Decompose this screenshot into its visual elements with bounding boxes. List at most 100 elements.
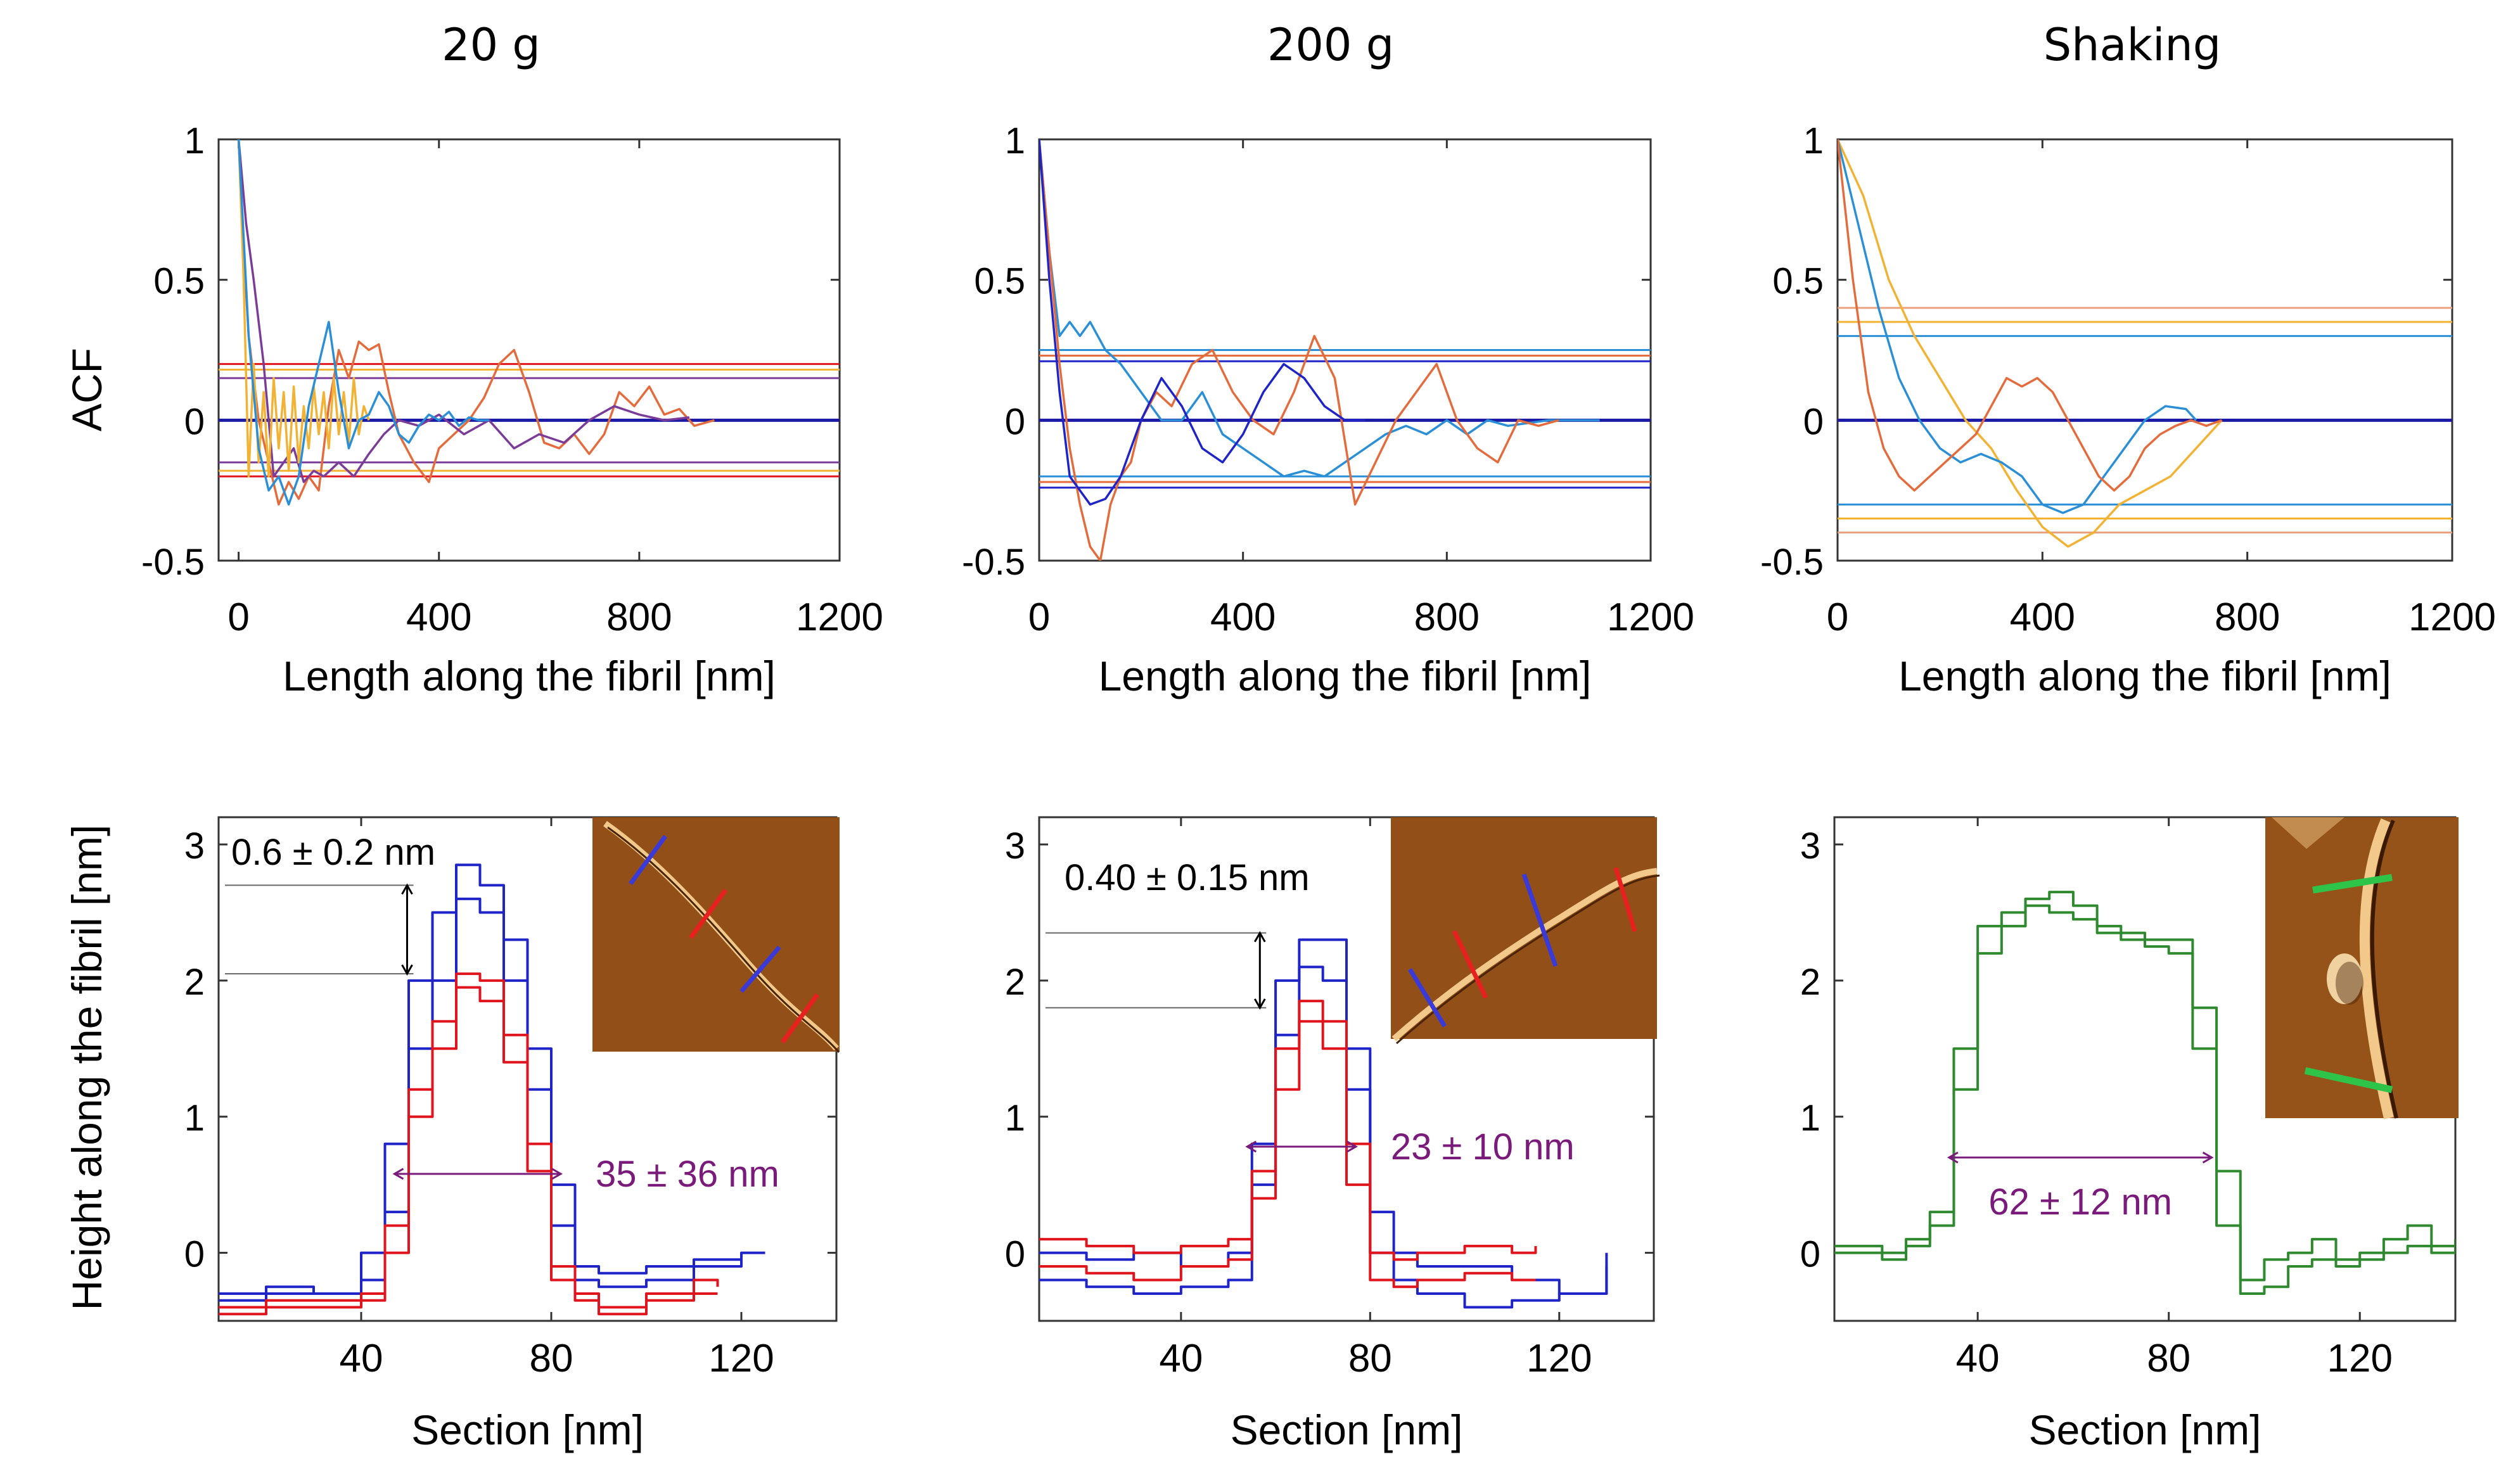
y-tick-label: 3	[184, 825, 205, 867]
y-tick-label: 2	[1800, 962, 1820, 1003]
series-green-2	[1834, 904, 2455, 1296]
annotation-label: 62 ± 12 nm	[1988, 1181, 2172, 1223]
annotation-arrowhead	[401, 964, 413, 976]
height-ylabel: Height along the fibril [nm]	[63, 825, 110, 1311]
y-tick-label: 0	[184, 401, 205, 442]
x-tick-label: 800	[1414, 595, 1480, 639]
plot-frame	[1836, 138, 2453, 562]
x-tick-label: 400	[406, 595, 471, 639]
y-tick-label: 1	[1005, 1098, 1025, 1139]
acf-ylabel: ACF	[63, 348, 110, 431]
series-lightblue	[1039, 139, 1600, 478]
y-tick-label: 0.5	[974, 261, 1025, 302]
annotation-arrowhead	[1346, 1140, 1358, 1153]
y-tick-label: 2	[184, 962, 205, 1003]
column-title-shaking: Shaking	[2044, 19, 2221, 71]
plot-frame	[217, 138, 841, 562]
x-axis-label: Length along the fibril [nm]	[1099, 653, 1592, 699]
y-tick-label: 0	[184, 1234, 205, 1275]
plot-frame	[217, 816, 838, 1322]
series-yellow	[1838, 139, 2223, 548]
series-red-2	[1039, 1020, 1536, 1289]
panel-height-shaking: 0 1 2 3 40 80 120 Section [nm] 62 ± 12 nm	[1800, 816, 2457, 1453]
annotation-label: 35 ± 36 nm	[596, 1154, 779, 1195]
x-tick-label: 800	[606, 595, 672, 639]
x-tick-label: 80	[1348, 1337, 1392, 1380]
x-tick-label: 0	[1028, 595, 1050, 639]
y-tick-label: 0.5	[153, 261, 205, 302]
column-title-200g: 200 g	[1267, 19, 1394, 71]
panel-height-200g: 0 1 2 3 40 80 120 Section [nm] 0.40 ± 0.15 nm 23 …	[1005, 816, 1655, 1453]
y-tick-label: 2	[1005, 962, 1025, 1003]
x-tick-label: 120	[1526, 1337, 1592, 1380]
plot-area	[1039, 139, 1651, 561]
series-green-1	[1834, 891, 2455, 1282]
series-red-1	[219, 972, 719, 1309]
plot-area	[219, 863, 765, 1316]
plot-area	[1838, 139, 2452, 548]
annotation-arrowhead	[392, 1168, 404, 1180]
annotation-label: 0.40 ± 0.15 nm	[1065, 857, 1310, 898]
x-axis-label: Length along the fibril [nm]	[283, 653, 776, 699]
series-purple	[237, 139, 690, 483]
x-tick-label: 1200	[1607, 595, 1694, 639]
afm-inset-200g	[1391, 817, 1660, 1045]
series-blue-2	[219, 897, 743, 1302]
annotation-arrowhead	[1947, 1151, 1959, 1164]
y-tick-label: 1	[1005, 120, 1025, 162]
series-salmon	[1838, 139, 2222, 492]
series-red-1	[1039, 1000, 1537, 1261]
x-tick-label: 120	[2327, 1337, 2393, 1380]
x-tick-label: 80	[2147, 1337, 2191, 1380]
x-axis-label: Section [nm]	[2029, 1406, 2261, 1453]
series-blue	[1039, 139, 1366, 506]
x-tick-label: 40	[1159, 1337, 1203, 1380]
y-tick-label: 3	[1800, 825, 1820, 867]
series-orange	[1039, 139, 1559, 561]
annotation-arrowhead	[551, 1168, 563, 1180]
y-tick-label: -0.5	[962, 542, 1025, 583]
x-axis-label: Section [nm]	[411, 1406, 644, 1453]
y-tick-label: 1	[1800, 1098, 1820, 1139]
series-orange	[237, 139, 715, 506]
x-tick-label: 0	[227, 595, 249, 639]
x-tick-label: 120	[708, 1337, 774, 1380]
x-tick-label: 0	[1827, 595, 1848, 639]
annotation-arrowhead	[2202, 1151, 2214, 1164]
x-axis-label: Length along the fibril [nm]	[1898, 653, 2391, 699]
afm-inset-shaking	[2265, 817, 2459, 1119]
plot-area	[219, 139, 840, 506]
y-tick-label: 0	[1800, 1234, 1820, 1275]
y-tick-label: -0.5	[141, 542, 205, 583]
y-tick-label: 3	[1005, 825, 1025, 867]
x-tick-label: 1200	[2408, 595, 2496, 639]
y-tick-label: 1	[184, 120, 205, 162]
series-lightblue	[237, 139, 489, 506]
afm-inset-20g	[592, 817, 840, 1053]
x-tick-label: 40	[340, 1337, 383, 1380]
x-tick-label: 1200	[796, 595, 883, 639]
annotation-arrowhead	[401, 883, 413, 895]
y-tick-label: 0.5	[1772, 261, 1824, 302]
annotation-arrowhead	[1254, 931, 1266, 943]
y-tick-label: 1	[184, 1098, 205, 1139]
panel-height-20g: 0 1 2 3 40 80 120 Section [nm] 0.6 ± 0.2 nm 35 ± …	[184, 816, 838, 1453]
y-tick-label: 0	[1005, 1234, 1025, 1275]
x-tick-label: 80	[530, 1337, 573, 1380]
annotation-arrowhead	[1245, 1140, 1257, 1153]
annotation-arrowhead	[1254, 998, 1266, 1010]
series-blue-1	[219, 863, 765, 1296]
plot-frame	[1038, 816, 1655, 1322]
x-tick-label: 400	[1210, 595, 1276, 639]
y-tick-label: -0.5	[1760, 542, 1824, 583]
series-red-2	[219, 986, 718, 1316]
x-tick-label: 40	[1956, 1337, 2000, 1380]
series-blue-2	[1039, 965, 1608, 1309]
plot-area	[1834, 891, 2455, 1296]
x-tick-label: 400	[2010, 595, 2075, 639]
x-tick-label: 800	[2215, 595, 2280, 639]
annotation-label: 23 ± 10 nm	[1391, 1126, 1575, 1168]
